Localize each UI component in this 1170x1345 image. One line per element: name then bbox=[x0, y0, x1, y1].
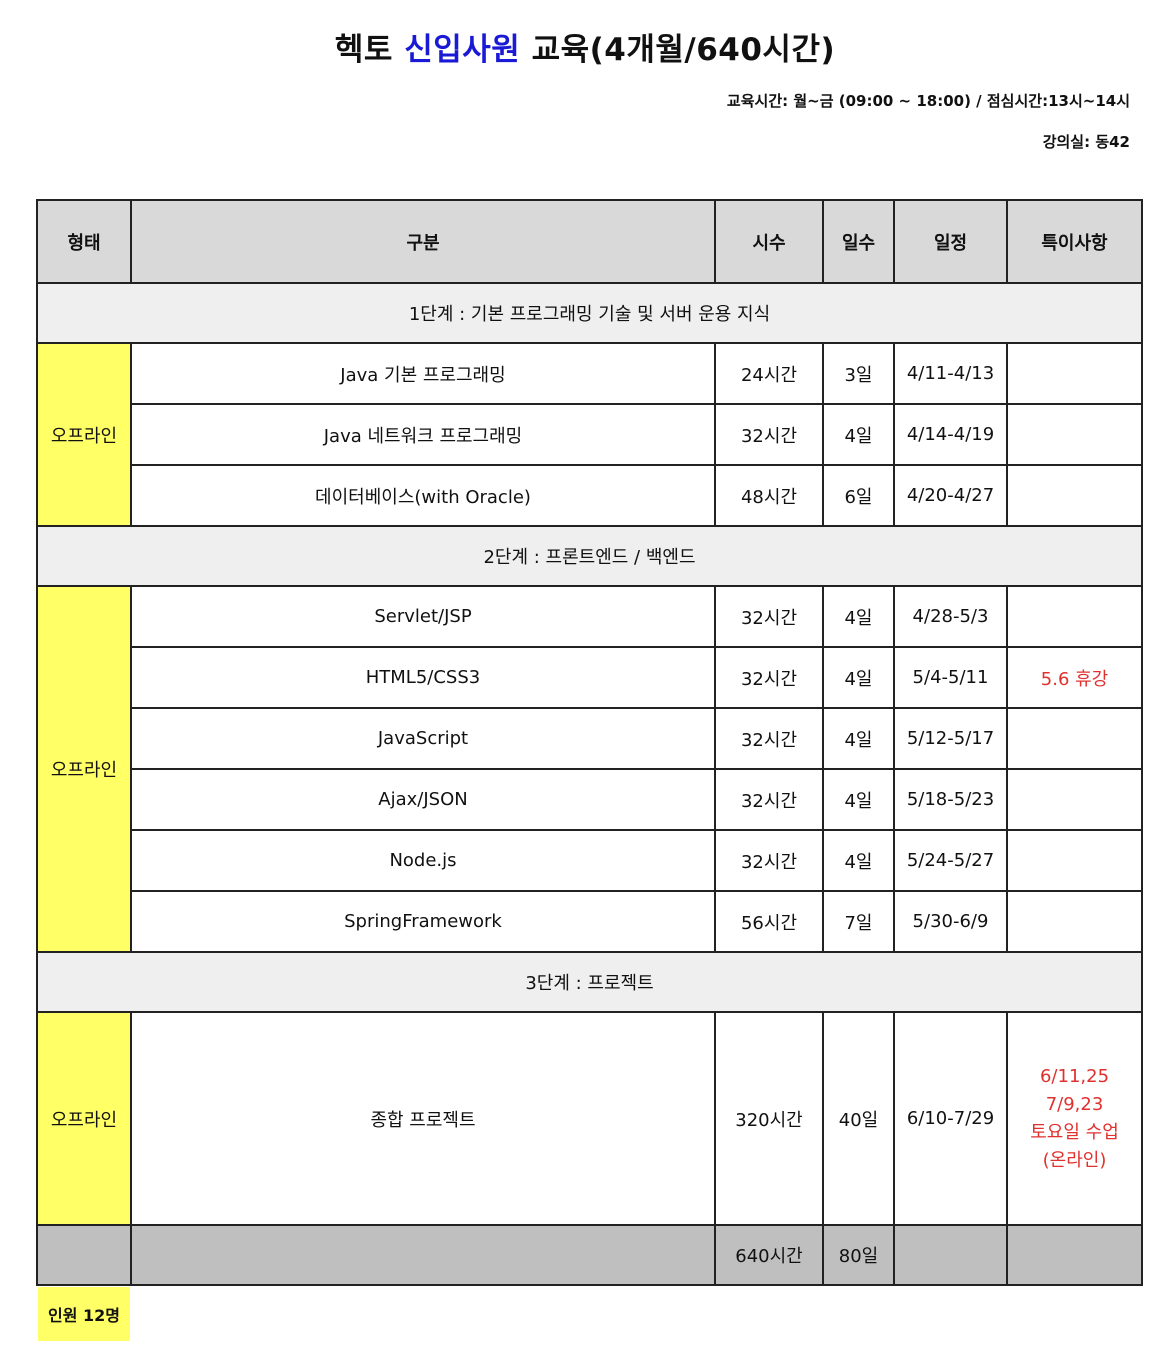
course-hours: 32시간 bbox=[714, 403, 824, 466]
course-name: HTML5/CSS3 bbox=[130, 646, 716, 709]
course-note bbox=[1006, 585, 1143, 648]
title-highlight: 신입사원 bbox=[404, 32, 521, 68]
course-days: 3일 bbox=[822, 342, 895, 405]
title-suffix: 교육(4개월/640시간) bbox=[520, 32, 836, 68]
schedule-table: 형태 구분 시수 일수 일정 특이사항 1단계 : 기본 프로그래밍 기술 및 … bbox=[36, 199, 1143, 1286]
table-header-row: 형태 구분 시수 일수 일정 특이사항 bbox=[36, 199, 1143, 284]
course-hours: 32시간 bbox=[714, 829, 824, 892]
course-name: 데이터베이스(with Oracle) bbox=[130, 464, 716, 527]
note-line: 6/11,25 bbox=[1039, 1065, 1110, 1087]
course-name: Java 기본 프로그래밍 bbox=[130, 342, 716, 405]
column-header: 일정 bbox=[893, 199, 1008, 284]
course-note bbox=[1006, 342, 1143, 405]
course-schedule: 5/4-5/11 bbox=[893, 646, 1008, 709]
table-row: 오프라인 종합 프로젝트 320시간 40일 6/10-7/29 6/11,25… bbox=[36, 1011, 1143, 1226]
course-name: Node.js bbox=[130, 829, 716, 892]
column-header: 특이사항 bbox=[1006, 199, 1143, 284]
course-schedule: 4/14-4/19 bbox=[893, 403, 1008, 466]
stage-label: 2단계 : 프론트엔드 / 백엔드 bbox=[36, 525, 1143, 587]
course-schedule: 5/18-5/23 bbox=[893, 768, 1008, 831]
course-hours: 48시간 bbox=[714, 464, 824, 527]
table-row: Ajax/JSON 32시간 4일 5/18-5/23 bbox=[37, 768, 1143, 831]
table-row: HTML5/CSS3 32시간 4일 5/4-5/11 5.6 휴강 bbox=[37, 646, 1143, 709]
course-schedule: 5/30-6/9 bbox=[893, 890, 1008, 953]
course-note: 5.6 휴강 bbox=[1006, 646, 1143, 709]
total-empty-cell bbox=[130, 1224, 716, 1286]
note-line: (온라인) bbox=[1042, 1149, 1107, 1171]
note-line: 토요일 수업 bbox=[1030, 1121, 1119, 1143]
course-hours: 56시간 bbox=[714, 890, 824, 953]
table-row: Java 네트워크 프로그래밍 32시간 4일 4/14-4/19 bbox=[37, 403, 1143, 466]
column-header: 시수 bbox=[714, 199, 824, 284]
course-days: 6일 bbox=[822, 464, 895, 527]
stage-row: 2단계 : 프론트엔드 / 백엔드 bbox=[36, 525, 1143, 587]
title-prefix: 헥토 bbox=[334, 32, 405, 68]
course-days: 4일 bbox=[822, 646, 895, 709]
course-hours: 32시간 bbox=[714, 646, 824, 709]
course-note bbox=[1006, 829, 1143, 892]
stage-row: 3단계 : 프로젝트 bbox=[36, 951, 1143, 1013]
total-empty-cell bbox=[1006, 1224, 1143, 1286]
course-days: 4일 bbox=[822, 403, 895, 466]
total-days: 80일 bbox=[822, 1224, 895, 1286]
total-hours: 640시간 bbox=[714, 1224, 824, 1286]
course-schedule: 6/10-7/29 bbox=[893, 1011, 1008, 1226]
course-note bbox=[1006, 403, 1143, 466]
course-note bbox=[1006, 890, 1143, 953]
course-hours: 32시간 bbox=[714, 585, 824, 648]
course-name: SpringFramework bbox=[130, 890, 716, 953]
table-row: SpringFramework 56시간 7일 5/30-6/9 bbox=[37, 890, 1143, 953]
course-type: 오프라인 bbox=[36, 585, 132, 953]
stage-row: 1단계 : 기본 프로그래밍 기술 및 서버 운용 지식 bbox=[36, 282, 1143, 344]
course-note bbox=[1006, 464, 1143, 527]
course-schedule: 5/12-5/17 bbox=[893, 707, 1008, 770]
course-type: 오프라인 bbox=[36, 1011, 132, 1226]
page-title: 헥토 신입사원 교육(4개월/640시간) bbox=[0, 24, 1170, 69]
note-line: 7/9,23 bbox=[1045, 1093, 1104, 1115]
course-hours: 24시간 bbox=[714, 342, 824, 405]
stage-label: 3단계 : 프로젝트 bbox=[36, 951, 1143, 1013]
course-days: 4일 bbox=[822, 707, 895, 770]
course-days: 4일 bbox=[822, 829, 895, 892]
headcount-badge: 인원 12명 bbox=[38, 1287, 130, 1341]
classroom: 강의실: 동42 bbox=[1042, 133, 1130, 151]
course-name: 종합 프로젝트 bbox=[130, 1011, 716, 1226]
course-note bbox=[1006, 707, 1143, 770]
course-schedule: 5/24-5/27 bbox=[893, 829, 1008, 892]
education-hours: 교육시간: 월~금 (09:00 ~ 18:00) / 점심시간:13시~14시 bbox=[726, 92, 1130, 110]
course-type: 오프라인 bbox=[36, 342, 132, 527]
column-header: 일수 bbox=[822, 199, 895, 284]
table-row: JavaScript 32시간 4일 5/12-5/17 bbox=[37, 707, 1143, 770]
course-days: 4일 bbox=[822, 585, 895, 648]
course-note bbox=[1006, 768, 1143, 831]
table-row: 오프라인 Java 기본 프로그래밍 24시간 3일 4/11-4/13 bbox=[36, 342, 1143, 527]
total-empty-cell bbox=[36, 1224, 132, 1286]
course-schedule: 4/28-5/3 bbox=[893, 585, 1008, 648]
table-row: 오프라인 Servlet/JSP 32시간 4일 4/28-5/3 bbox=[36, 585, 1143, 953]
table-row: 데이터베이스(with Oracle) 48시간 6일 4/20-4/27 bbox=[37, 464, 1143, 527]
course-schedule: 4/20-4/27 bbox=[893, 464, 1008, 527]
course-name: Ajax/JSON bbox=[130, 768, 716, 831]
stage-label: 1단계 : 기본 프로그래밍 기술 및 서버 운용 지식 bbox=[36, 282, 1143, 344]
total-row: 640시간 80일 bbox=[36, 1224, 1143, 1286]
course-name: Java 네트워크 프로그래밍 bbox=[130, 403, 716, 466]
course-schedule: 4/11-4/13 bbox=[893, 342, 1008, 405]
total-empty-cell bbox=[893, 1224, 1008, 1286]
course-days: 7일 bbox=[822, 890, 895, 953]
course-name: JavaScript bbox=[130, 707, 716, 770]
course-days: 40일 bbox=[822, 1011, 895, 1226]
course-name: Servlet/JSP bbox=[130, 585, 716, 648]
table-row: Node.js 32시간 4일 5/24-5/27 bbox=[37, 829, 1143, 892]
column-header: 구분 bbox=[130, 199, 716, 284]
course-note: 6/11,25 7/9,23 토요일 수업 (온라인) bbox=[1006, 1011, 1143, 1226]
column-header: 형태 bbox=[36, 199, 132, 284]
course-hours: 320시간 bbox=[714, 1011, 824, 1226]
course-hours: 32시간 bbox=[714, 768, 824, 831]
course-days: 4일 bbox=[822, 768, 895, 831]
course-hours: 32시간 bbox=[714, 707, 824, 770]
